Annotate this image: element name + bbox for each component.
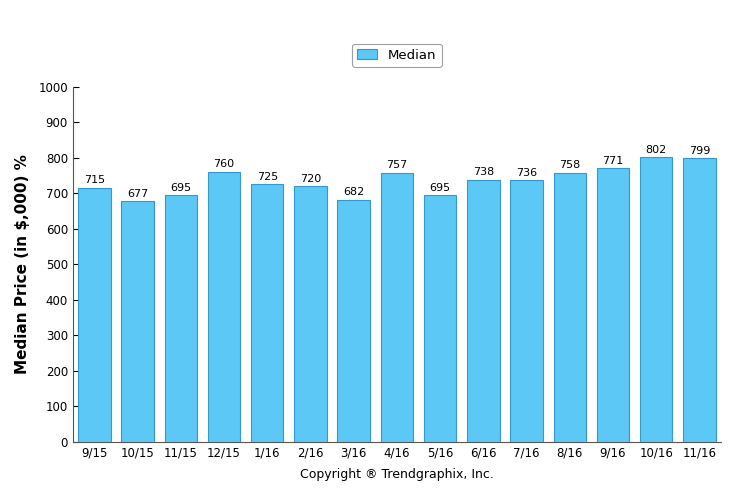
Text: 771: 771 xyxy=(602,156,623,166)
Bar xyxy=(424,195,456,442)
Text: 725: 725 xyxy=(257,172,278,182)
Text: 695: 695 xyxy=(170,183,191,192)
Bar xyxy=(338,199,370,442)
Bar xyxy=(640,157,673,442)
Text: 760: 760 xyxy=(213,159,235,170)
Text: 695: 695 xyxy=(430,183,450,192)
Text: 715: 715 xyxy=(84,176,105,186)
Text: 736: 736 xyxy=(516,168,537,178)
Bar xyxy=(597,168,629,442)
Text: 802: 802 xyxy=(645,144,667,154)
Bar xyxy=(251,185,283,442)
Bar xyxy=(467,180,500,442)
Bar xyxy=(121,201,154,442)
Text: 682: 682 xyxy=(343,187,364,197)
Text: 799: 799 xyxy=(689,145,710,156)
X-axis label: Copyright ® Trendgraphix, Inc.: Copyright ® Trendgraphix, Inc. xyxy=(300,468,494,481)
Bar xyxy=(294,186,327,442)
Bar xyxy=(165,195,197,442)
Bar xyxy=(683,158,715,442)
Y-axis label: Median Price (in $,000) %: Median Price (in $,000) % xyxy=(15,154,30,374)
Bar xyxy=(381,173,413,442)
Text: 738: 738 xyxy=(473,167,494,177)
Text: 758: 758 xyxy=(559,160,581,170)
Bar xyxy=(553,173,586,442)
Bar xyxy=(510,181,542,442)
Legend: Median: Median xyxy=(353,44,442,67)
Text: 677: 677 xyxy=(127,189,148,199)
Bar xyxy=(78,188,110,442)
Bar xyxy=(208,172,240,442)
Text: 720: 720 xyxy=(300,174,321,184)
Text: 757: 757 xyxy=(386,161,408,171)
